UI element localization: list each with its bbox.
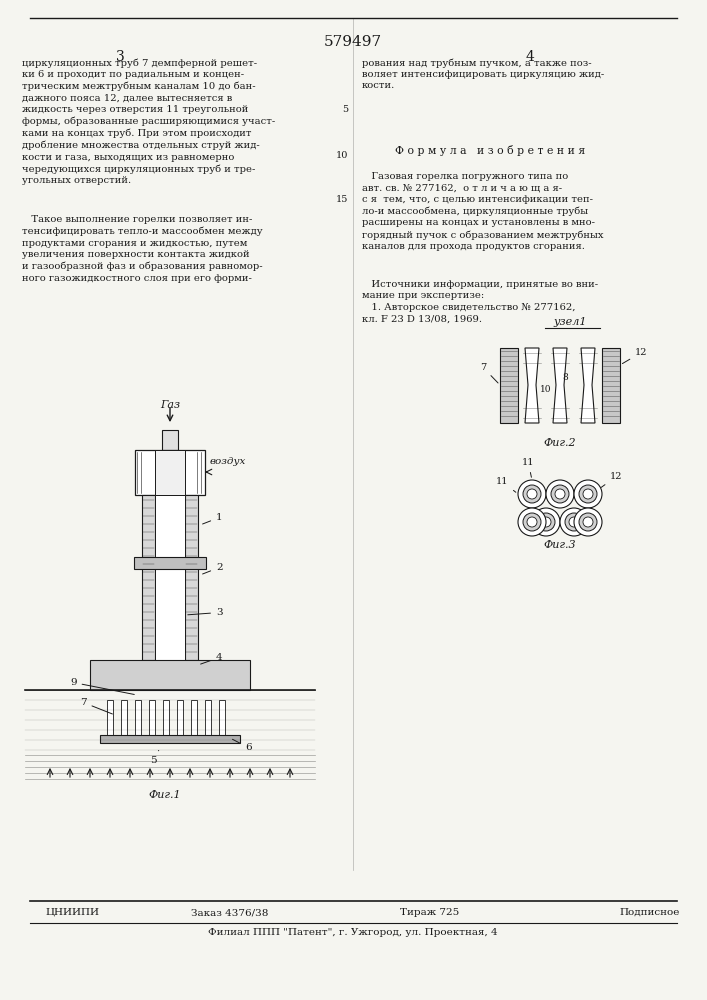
Circle shape [574, 508, 602, 536]
Polygon shape [553, 348, 567, 423]
Text: 7: 7 [480, 363, 498, 383]
Circle shape [583, 489, 593, 499]
Bar [155, 495, 185, 660]
Circle shape [537, 513, 555, 531]
Text: Фиг.3: Фиг.3 [544, 540, 576, 550]
Text: 10: 10 [336, 150, 348, 159]
Circle shape [551, 485, 569, 503]
Bar [90, 660, 250, 690]
Text: 3: 3 [116, 50, 124, 64]
Circle shape [574, 480, 602, 508]
Bar [191, 700, 197, 740]
Text: воздух: воздух [210, 458, 246, 466]
Bar [500, 348, 518, 423]
Bar [219, 700, 225, 740]
Text: Такое выполнение горелки позволяет ин-
тенсифицировать тепло-и массообмен между
: Такое выполнение горелки позволяет ин- т… [22, 215, 262, 283]
Circle shape [518, 508, 546, 536]
Bar [135, 700, 141, 740]
Text: 9: 9 [70, 678, 134, 694]
Text: 15: 15 [336, 196, 348, 205]
Text: 8: 8 [562, 372, 568, 381]
Text: Фиг.1: Фиг.1 [148, 790, 181, 800]
Circle shape [527, 489, 537, 499]
Text: 10: 10 [540, 385, 551, 394]
Circle shape [523, 513, 541, 531]
Circle shape [579, 485, 597, 503]
Bar [185, 495, 198, 660]
Text: Филиал ППП "Патент", г. Ужгород, ул. Проектная, 4: Филиал ППП "Патент", г. Ужгород, ул. Про… [208, 928, 498, 937]
Text: Ф о р м у л а   и з о б р е т е н и я: Ф о р м у л а и з о б р е т е н и я [395, 145, 585, 156]
Circle shape [583, 517, 593, 527]
Bar [100, 735, 240, 743]
Bar [163, 700, 169, 740]
Bar [135, 450, 205, 495]
Bar [602, 348, 620, 423]
Polygon shape [525, 348, 539, 423]
Circle shape [565, 513, 583, 531]
Text: 5: 5 [342, 105, 348, 114]
Text: 7: 7 [80, 698, 112, 714]
Bar [142, 495, 155, 660]
Circle shape [555, 489, 565, 499]
Text: 1: 1 [203, 513, 223, 524]
Text: рования над трубным пучком, а также поз-
воляет интенсифицировать циркуляцию жид: рования над трубным пучком, а также поз-… [362, 58, 604, 90]
Text: Фиг.2: Фиг.2 [544, 438, 576, 448]
Bar [149, 700, 155, 740]
Text: 11: 11 [522, 458, 534, 477]
Text: 4: 4 [201, 653, 223, 664]
Text: 579497: 579497 [324, 35, 382, 49]
Bar [155, 450, 185, 495]
Text: Газ: Газ [160, 400, 180, 410]
Bar [177, 700, 183, 740]
Bar [205, 700, 211, 740]
Polygon shape [581, 348, 595, 423]
Bar [107, 700, 113, 740]
Bar [121, 700, 127, 740]
Text: ЦНИИПИ: ЦНИИПИ [45, 908, 99, 917]
Text: Заказ 4376/38: Заказ 4376/38 [192, 908, 269, 917]
Bar [162, 430, 178, 450]
Text: циркуляционных труб 7 демпферной решет-
ки 6 и проходит по радиальным и концен-
: циркуляционных труб 7 демпферной решет- … [22, 58, 275, 185]
Text: 12: 12 [601, 472, 622, 487]
Circle shape [532, 508, 560, 536]
Text: 12: 12 [622, 348, 648, 364]
Circle shape [523, 485, 541, 503]
Text: 4: 4 [525, 50, 534, 64]
Text: Источники информации, принятые во вни-
мание при экспертизе:
   1. Авторское сви: Источники информации, принятые во вни- м… [362, 280, 598, 323]
Text: 6: 6 [233, 739, 252, 752]
Circle shape [560, 508, 588, 536]
Text: 11: 11 [496, 477, 516, 492]
Circle shape [541, 517, 551, 527]
Text: 3: 3 [188, 608, 223, 617]
Bar [134, 557, 206, 569]
Text: Подписное: Подписное [620, 908, 680, 917]
Text: Газовая горелка погружного типа по
авт. св. № 277162,  о т л и ч а ю щ а я-
с я : Газовая горелка погружного типа по авт. … [362, 172, 604, 251]
Circle shape [518, 480, 546, 508]
Text: Тираж 725: Тираж 725 [400, 908, 460, 917]
Text: 5: 5 [150, 750, 158, 765]
Text: узел1: узел1 [554, 317, 587, 327]
Circle shape [527, 517, 537, 527]
Circle shape [579, 513, 597, 531]
Circle shape [546, 480, 574, 508]
Text: 2: 2 [203, 563, 223, 574]
Circle shape [569, 517, 579, 527]
